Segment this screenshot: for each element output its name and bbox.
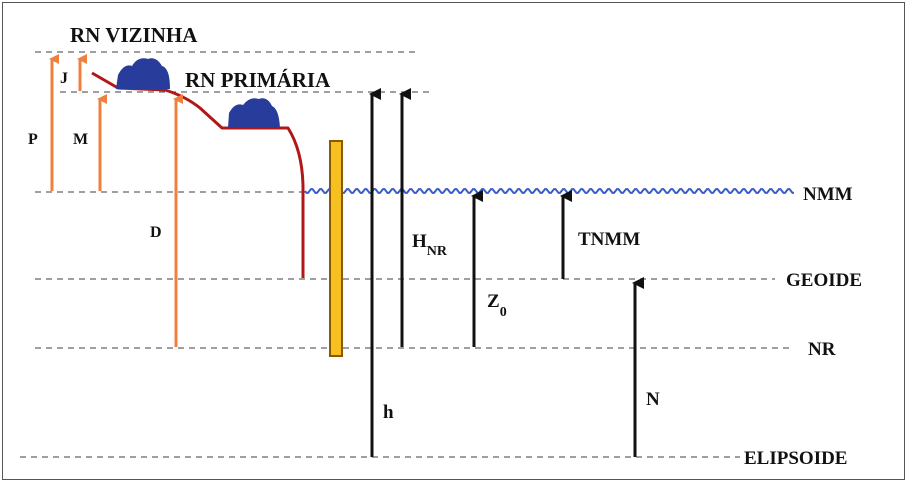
rn-vizinha-monument xyxy=(116,58,170,89)
z0-label-sub: 0 xyxy=(500,305,507,320)
geoide-label: GEOIDE xyxy=(786,270,862,291)
tnmm-label: TNMM xyxy=(578,229,640,250)
nmm-label: NMM xyxy=(803,184,853,205)
rn-vizinha-label: RN VIZINHA xyxy=(70,23,198,47)
mean-sea-level-water-surface xyxy=(304,188,794,194)
m-label: M xyxy=(73,131,88,148)
h-nr-label-sub: NR xyxy=(427,244,448,259)
elipsoide-label: ELIPSOIDE xyxy=(744,448,847,469)
nr-label: NR xyxy=(808,339,836,360)
tide-gauge-staff xyxy=(329,140,343,357)
z0-label-main: Z xyxy=(487,291,500,312)
h-label: h xyxy=(383,402,394,423)
coastline-profile xyxy=(91,71,305,278)
z0-label: Z0 xyxy=(487,291,507,320)
j-label: J xyxy=(60,70,68,87)
d-label: D xyxy=(150,224,162,241)
h-nr-label-main: H xyxy=(412,231,427,252)
n-label: N xyxy=(646,389,660,410)
p-label: P xyxy=(28,131,38,148)
h-nr-label: HNR xyxy=(412,231,448,259)
rn-primaria-label: RN PRIMÁRIA xyxy=(185,68,331,92)
rn-primaria-monument xyxy=(228,98,280,128)
